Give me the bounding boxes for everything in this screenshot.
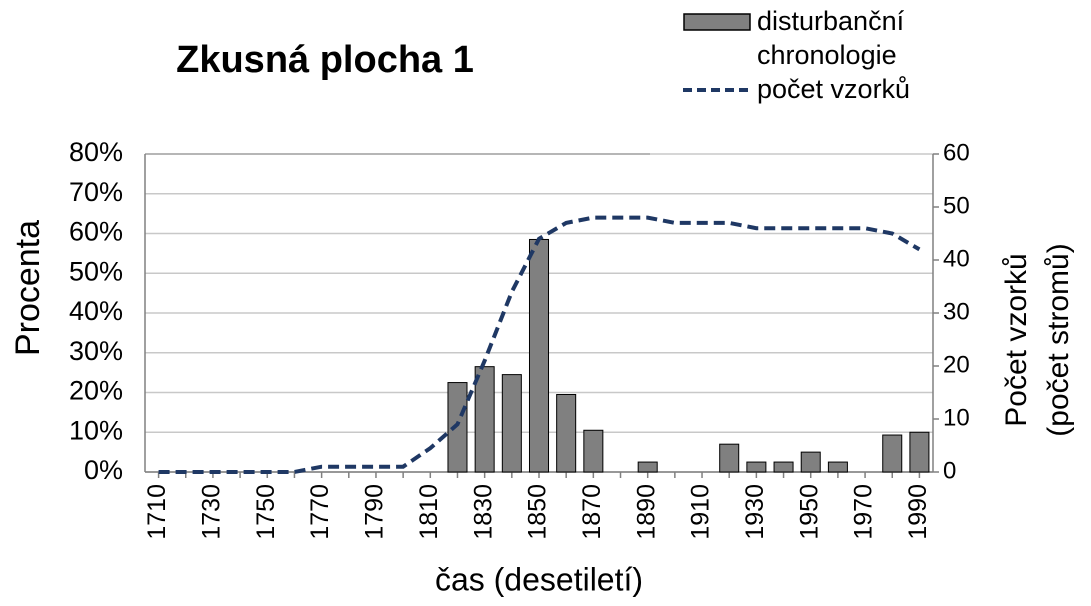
y-tick-label: 40% bbox=[69, 296, 123, 326]
y-tick-label: 10% bbox=[69, 415, 123, 445]
bar bbox=[637, 461, 658, 473]
y2-tick-label: 30 bbox=[943, 298, 970, 325]
y2-tick-label: 20 bbox=[943, 351, 970, 378]
legend: disturbanční chronologie počet vzorků bbox=[683, 4, 957, 106]
line bbox=[158, 215, 921, 474]
bar bbox=[447, 382, 468, 473]
x-tick-label: 1990 bbox=[904, 484, 932, 540]
bar bbox=[882, 434, 903, 473]
y-tick-label: 80% bbox=[69, 137, 123, 167]
y-tick-label: 50% bbox=[69, 256, 123, 286]
bar bbox=[746, 461, 767, 473]
x-tick-label: 1910 bbox=[687, 484, 715, 540]
x-tick-label: 1970 bbox=[850, 484, 878, 540]
x-axis-label: čas (desetiletí) bbox=[435, 561, 643, 597]
chart-title: Zkusná plocha 1 bbox=[176, 39, 474, 81]
bar bbox=[556, 393, 577, 473]
y2-tick-label: 40 bbox=[943, 245, 970, 272]
bar bbox=[773, 461, 794, 473]
y-tick-label: 30% bbox=[69, 336, 123, 366]
y2-tick-label: 0 bbox=[943, 457, 956, 484]
bar bbox=[474, 366, 495, 473]
x-tick-label: 1850 bbox=[524, 484, 552, 540]
x-tick-label: 1950 bbox=[795, 484, 823, 540]
y2-axis-label: Počet vzorků bbox=[1000, 253, 1033, 426]
legend-swatch bbox=[683, 88, 751, 92]
x-tick-label: 1810 bbox=[415, 484, 443, 540]
bar bbox=[827, 461, 848, 473]
x-tick-label: 1790 bbox=[361, 484, 389, 540]
x-tick-label: 1930 bbox=[741, 484, 769, 540]
y-tick-label: 60% bbox=[69, 217, 123, 247]
bar bbox=[501, 374, 522, 473]
legend-label: disturbanční chronologie bbox=[757, 6, 905, 70]
x-tick-label: 1830 bbox=[469, 484, 497, 540]
bar bbox=[719, 443, 740, 473]
x-tick-label: 1730 bbox=[198, 484, 226, 540]
bar bbox=[528, 238, 550, 473]
y-tick-label: 70% bbox=[69, 177, 123, 207]
y2-axis-label: (počet stromů) bbox=[1042, 243, 1075, 436]
y2-tick-label: 10 bbox=[943, 404, 970, 431]
y2-tick-label: 50 bbox=[943, 192, 970, 219]
legend-item: disturbanční chronologie bbox=[683, 4, 957, 72]
x-tick-label: 1870 bbox=[578, 484, 606, 540]
bar bbox=[909, 431, 930, 473]
y2-tick-label: 60 bbox=[943, 139, 970, 166]
legend-label: počet vzorků bbox=[757, 74, 911, 104]
bar bbox=[800, 451, 821, 473]
legend-item: počet vzorků bbox=[683, 72, 957, 106]
y-tick-label: 0% bbox=[84, 455, 123, 485]
x-tick-label: 1890 bbox=[632, 484, 660, 540]
x-tick-label: 1770 bbox=[306, 484, 334, 540]
y-tick-label: 20% bbox=[69, 376, 123, 406]
x-tick-label: 1710 bbox=[143, 484, 171, 540]
bar bbox=[583, 429, 604, 473]
x-tick-label: 1750 bbox=[252, 484, 280, 540]
y-axis-label: Procenta bbox=[9, 220, 47, 356]
legend-swatch bbox=[683, 13, 751, 31]
